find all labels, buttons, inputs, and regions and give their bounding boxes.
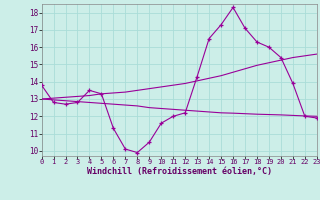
X-axis label: Windchill (Refroidissement éolien,°C): Windchill (Refroidissement éolien,°C) [87, 167, 272, 176]
